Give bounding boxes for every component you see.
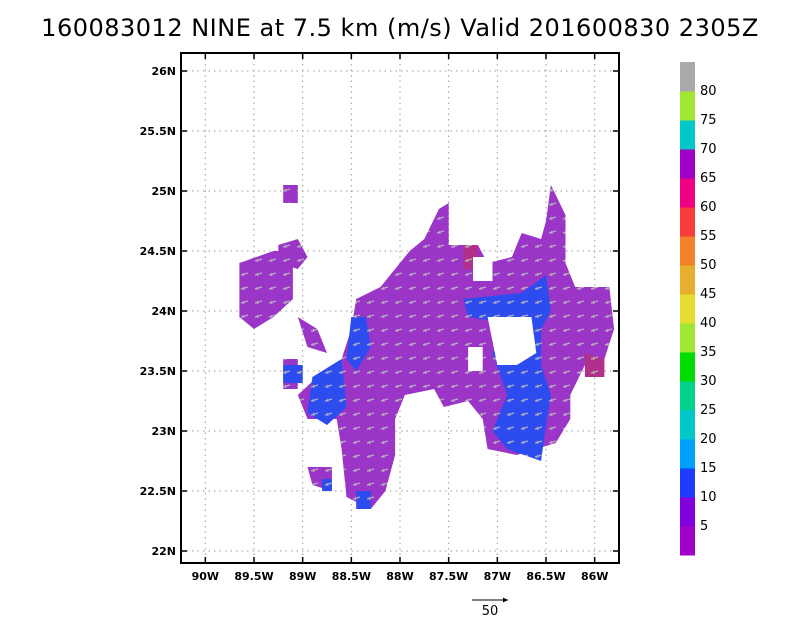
y-tick-label-0: 22N <box>151 545 176 558</box>
colorbar-label-11: 60 <box>700 200 717 215</box>
wind-vectors-2 <box>297 317 327 353</box>
colorbar-label-13: 70 <box>700 142 717 157</box>
colorbar-label-10: 55 <box>700 229 717 244</box>
colorbar-label-4: 25 <box>700 403 717 418</box>
colorbar-label-9: 50 <box>700 258 717 273</box>
wind-vectors-11 <box>356 491 371 509</box>
colorbar-label-15: 80 <box>700 84 717 99</box>
colorbar-swatch-16 <box>680 62 695 92</box>
wind-vectors-3 <box>283 185 298 203</box>
wind-speed-regions <box>239 185 615 509</box>
wind-vectors-7 <box>346 317 371 371</box>
colorbar-label-1: 10 <box>700 490 717 505</box>
x-tick-label-8: 86W <box>581 570 608 583</box>
colorbar-label-5: 30 <box>700 374 717 389</box>
colorbar-label-8: 45 <box>700 287 717 302</box>
colorbar-swatch-12 <box>680 178 695 208</box>
colorbar-label-6: 35 <box>700 345 717 360</box>
chart-title: 160083012 NINE at 7.5 km (m/s) Valid 201… <box>41 14 759 42</box>
colorbar-swatch-15 <box>680 91 695 121</box>
colorbar-label-7: 40 <box>700 316 717 331</box>
x-tick-label-7: 86.5W <box>526 570 565 583</box>
no-data-holes <box>468 257 537 371</box>
colorbar-swatch-14 <box>680 120 695 150</box>
colorbar-swatch-13 <box>680 149 695 179</box>
colorbar-label-2: 15 <box>700 461 717 476</box>
x-axis-ticks: 90W 89.5W 89W 88.5W 88W 87.5W 87W 86.5W 86W <box>192 53 608 583</box>
colorbar-swatch-2 <box>680 468 695 498</box>
colorbar-swatch-8 <box>680 294 695 324</box>
colorbar-swatch-0 <box>680 526 695 556</box>
x-tick-label-0: 90W <box>192 570 219 583</box>
colorbar-swatch-10 <box>680 236 695 266</box>
wind-vectors-1 <box>278 239 308 269</box>
x-tick-label-4: 88W <box>386 570 413 583</box>
x-tick-label-6: 87W <box>484 570 511 583</box>
y-tick-label-4: 24N <box>151 305 176 318</box>
y-tick-label-8: 26N <box>151 65 176 78</box>
x-tick-label-5: 87.5W <box>429 570 468 583</box>
colorbar-swatch-1 <box>680 497 695 527</box>
reference-vector-arrowhead <box>503 597 508 603</box>
wind-vectors-8 <box>307 359 347 425</box>
colorbar-label-12: 65 <box>700 171 717 186</box>
x-tick-label-3: 88.5W <box>332 570 371 583</box>
colorbar-label-14: 75 <box>700 113 717 128</box>
colorbar-swatch-3 <box>680 439 695 469</box>
reference-vector: 50 <box>472 597 508 618</box>
reference-vector-label: 50 <box>482 604 499 618</box>
colorbar-swatch-7 <box>680 323 695 353</box>
no-data-hole-2 <box>468 347 483 371</box>
colorbar-label-0: 5 <box>700 519 708 534</box>
colorbar-label-3: 20 <box>700 432 717 447</box>
y-tick-label-3: 23.5N <box>140 365 176 378</box>
wind-vectors-12 <box>322 479 332 491</box>
y-tick-label-2: 23N <box>151 425 176 438</box>
colorbar-swatch-9 <box>680 265 695 295</box>
wind-vectors-9 <box>283 365 303 383</box>
wind-vectors-13 <box>584 353 605 377</box>
no-data-hole-1 <box>473 257 493 281</box>
x-tick-label-1: 89.5W <box>234 570 273 583</box>
colorbar-swatch-11 <box>680 207 695 237</box>
y-tick-label-7: 25.5N <box>140 125 176 138</box>
no-data-hole-0 <box>487 317 537 365</box>
x-tick-label-2: 89W <box>289 570 316 583</box>
colorbar-swatch-6 <box>680 352 695 382</box>
y-axis-ticks: 22N 22.5N 23N 23.5N 24N 24.5N 25N 25.5N 26N <box>140 65 619 558</box>
y-tick-label-6: 25N <box>151 185 176 198</box>
colorbar: 5 10 15 20 25 30 35 40 45 50 55 60 65 70 75 80 <box>680 62 717 556</box>
wind-vectors-0 <box>239 251 293 329</box>
colorbar-swatch-4 <box>680 410 695 440</box>
colorbar-swatch-5 <box>680 381 695 411</box>
y-tick-label-5: 24.5N <box>140 245 176 258</box>
wind-vectors-4 <box>297 185 615 509</box>
y-tick-label-1: 22.5N <box>140 485 176 498</box>
